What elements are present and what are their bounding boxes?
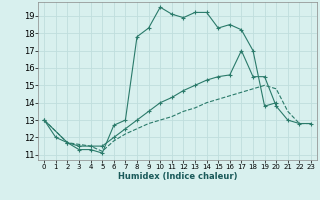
- X-axis label: Humidex (Indice chaleur): Humidex (Indice chaleur): [118, 172, 237, 181]
